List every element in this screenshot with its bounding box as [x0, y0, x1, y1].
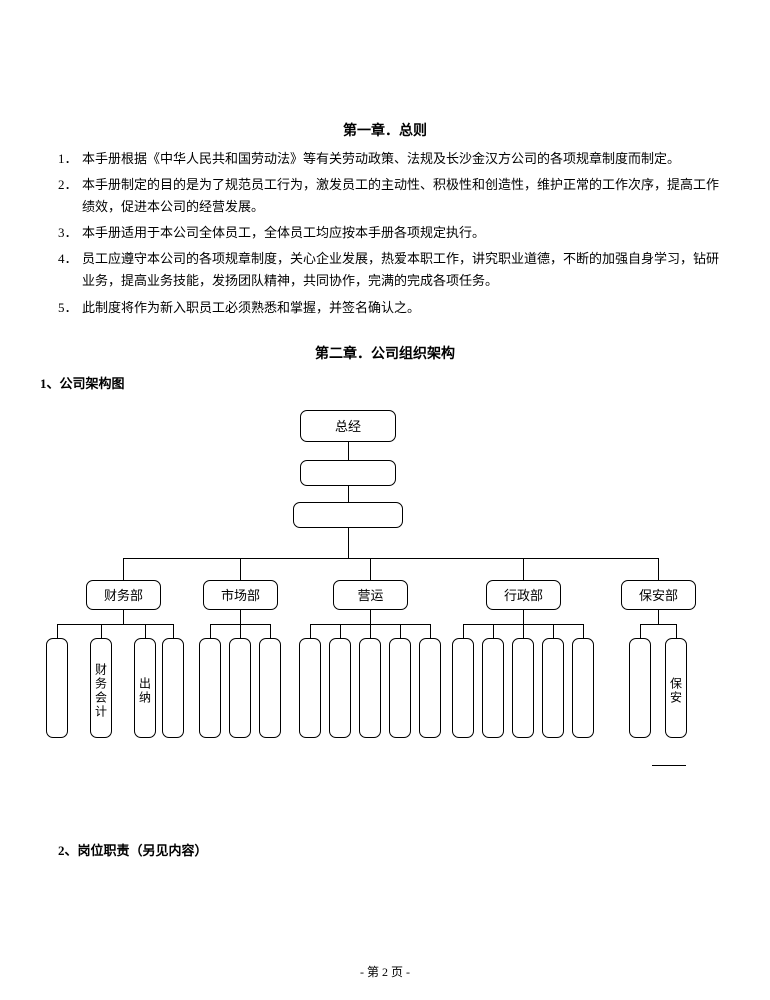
connector: [340, 624, 341, 638]
connector: [240, 610, 241, 624]
rules-list: 1．本手册根据《中华人民共和国劳动法》等有关劳动政策、法规及长沙金汉方公司的各项…: [40, 148, 730, 319]
connector: [57, 624, 58, 638]
connector: [553, 624, 554, 638]
connector: [123, 558, 658, 559]
rule-item: 5．此制度将作为新入职员工必须熟悉和掌握，并签名确认之。: [58, 297, 730, 319]
connector: [583, 624, 584, 638]
label: 行政部: [504, 585, 543, 604]
rule-num: 2．: [58, 174, 82, 196]
connector: [640, 624, 641, 638]
rule-item: 4．员工应遵守本公司的各项规章制度，关心企业发展，热爱本职工作，讲究职业道德，不…: [58, 248, 730, 292]
connector: [523, 610, 524, 624]
connector: [493, 624, 494, 638]
page-footer: - 第 2 页 -: [0, 963, 770, 980]
leaf-blank: [46, 638, 68, 738]
connector: [348, 486, 349, 502]
node-blank-1: [300, 460, 396, 486]
rule-num: 1．: [58, 148, 82, 170]
leaf-blank: [299, 638, 321, 738]
connector: [210, 624, 211, 638]
label: 财务部: [104, 585, 143, 604]
connector: [348, 528, 349, 558]
node-top: 总经: [300, 410, 396, 442]
connector: [370, 624, 371, 638]
connector: [523, 624, 524, 638]
leaf-blank: [512, 638, 534, 738]
node-blank-2: [293, 502, 403, 528]
leaf-blank: [419, 638, 441, 738]
org-chart: 总经 财务部 市场部 营运 行政部 保安部 财务会计 出纳: [40, 400, 730, 800]
rule-text: 此制度将作为新入职员工必须熟悉和掌握，并签名确认之。: [82, 297, 730, 319]
node-dept-ops: 营运: [333, 580, 408, 610]
rule-num: 5．: [58, 297, 82, 319]
rule-item: 3．本手册适用于本公司全体员工，全体员工均应按本手册各项规定执行。: [58, 222, 730, 244]
leaf-security-guard: 保安: [665, 638, 687, 738]
connector: [123, 558, 124, 580]
leaf-blank: [162, 638, 184, 738]
leaf-blank: [199, 638, 221, 738]
connector: [370, 610, 371, 624]
leaf-blank: [259, 638, 281, 738]
connector: [173, 624, 174, 638]
rule-text: 本手册制定的目的是为了规范员工行为，激发员工的主动性、积极性和创造性，维护正常的…: [82, 174, 730, 218]
connector: [310, 624, 311, 638]
label: 财务会计: [93, 663, 110, 719]
connector: [145, 624, 146, 638]
label: 出纳: [137, 677, 154, 705]
node-dept-admin: 行政部: [486, 580, 561, 610]
leaf-blank: [329, 638, 351, 738]
connector: [348, 442, 349, 460]
node-top-label: 总经: [335, 416, 361, 435]
connector: [240, 624, 241, 638]
leaf-blank: [452, 638, 474, 738]
chapter1-title: 第一章．总则: [40, 120, 730, 140]
connector: [270, 624, 271, 638]
connector: [658, 558, 659, 580]
connector: [370, 558, 371, 580]
rule-text: 本手册根据《中华人民共和国劳动法》等有关劳动政策、法规及长沙金汉方公司的各项规章…: [82, 148, 730, 170]
node-dept-security: 保安部: [621, 580, 696, 610]
leaf-blank: [359, 638, 381, 738]
node-dept-market: 市场部: [203, 580, 278, 610]
connector: [463, 624, 464, 638]
underline-mark: [652, 765, 686, 766]
connector: [57, 624, 173, 625]
leaf-finance-cashier: 出纳: [134, 638, 156, 738]
leaf-blank: [229, 638, 251, 738]
section2-heading: 2、岗位职责（另见内容）: [58, 840, 730, 859]
leaf-blank: [389, 638, 411, 738]
connector: [676, 624, 677, 638]
rule-text: 本手册适用于本公司全体员工，全体员工均应按本手册各项规定执行。: [82, 222, 730, 244]
leaf-blank: [542, 638, 564, 738]
rule-text: 员工应遵守本公司的各项规章制度，关心企业发展，热爱本职工作，讲究职业道德，不断的…: [82, 248, 730, 292]
node-dept-finance: 财务部: [86, 580, 161, 610]
rule-item: 2．本手册制定的目的是为了规范员工行为，激发员工的主动性、积极性和创造性，维护正…: [58, 174, 730, 218]
rule-num: 3．: [58, 222, 82, 244]
section1-heading: 1、公司架构图: [40, 373, 730, 392]
leaf-blank: [572, 638, 594, 738]
label: 营运: [357, 585, 383, 604]
chapter2-title: 第二章．公司组织架构: [40, 343, 730, 363]
label: 保安部: [639, 585, 678, 604]
connector: [658, 610, 659, 624]
leaf-blank: [482, 638, 504, 738]
connector: [640, 624, 676, 625]
connector: [400, 624, 401, 638]
connector: [430, 624, 431, 638]
rule-item: 1．本手册根据《中华人民共和国劳动法》等有关劳动政策、法规及长沙金汉方公司的各项…: [58, 148, 730, 170]
leaf-blank: [629, 638, 651, 738]
rule-num: 4．: [58, 248, 82, 270]
connector: [523, 558, 524, 580]
connector: [123, 610, 124, 624]
label: 市场部: [221, 585, 260, 604]
leaf-finance-accountant: 财务会计: [90, 638, 112, 738]
connector: [101, 624, 102, 638]
label: 保安: [668, 677, 685, 705]
connector: [240, 558, 241, 580]
